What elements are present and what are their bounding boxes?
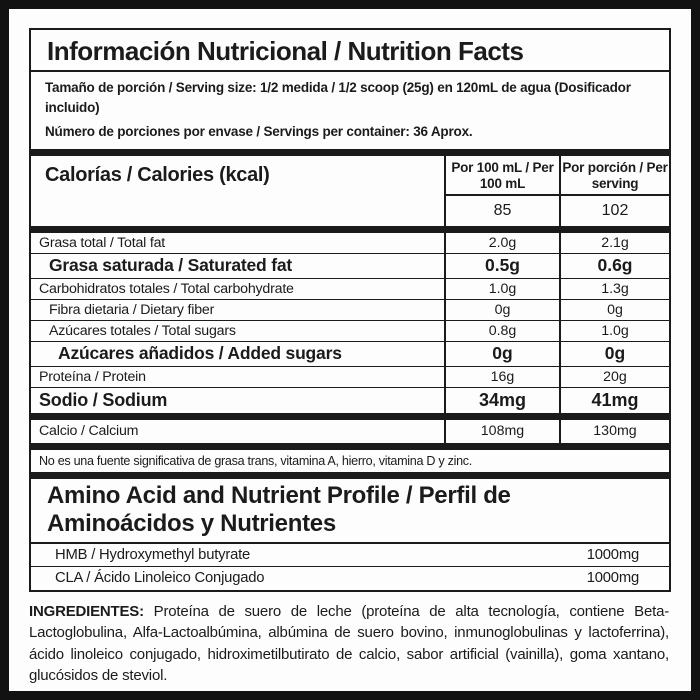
table-row-added-sugars: Azúcares añadidos / Added sugars 0g 0g: [31, 341, 669, 367]
table-row-total-carbohydrate: Carbohidratos totales / Total carbohydra…: [31, 278, 669, 300]
nutrient-label: Fibra dietaria / Dietary fiber: [49, 301, 215, 318]
amino-profile-title: Amino Acid and Nutrient Profile / Perfil…: [31, 479, 669, 544]
nutrient-per-100ml: 34mg: [444, 387, 559, 413]
table-row-protein: Proteína / Protein 16g 20g: [31, 366, 669, 388]
section-divider: [31, 442, 669, 450]
insignificant-source-footnote: No es una fuente significativa de grasa …: [39, 453, 472, 468]
section-divider: [31, 148, 669, 156]
label-content: Información Nutricional / Nutrition Fact…: [29, 28, 671, 687]
nutrient-per-serving: 20g: [559, 366, 669, 387]
serving-size-line: Tamaño de porción / Serving size: 1/2 me…: [45, 80, 631, 115]
calories-section: Calorías / Calories (kcal) Por 100 mL / …: [31, 155, 669, 226]
table-row-saturated-fat: Grasa saturada / Saturated fat 0.5g 0.6g: [31, 253, 669, 279]
table-row-hmb: HMB / Hydroxymethyl butyrate 1000mg: [31, 544, 669, 567]
nutrient-per-100ml: 2.0g: [444, 232, 559, 253]
ingredients-paragraph: INGREDIENTES: Proteína de suero de leche…: [29, 601, 669, 687]
ingredients-heading: INGREDIENTES:: [29, 602, 144, 620]
table-row-sodium: Sodio / Sodium 34mg 41mg: [31, 387, 669, 413]
nutrient-per-serving: 41mg: [559, 387, 669, 413]
amino-row-value: 1000mg: [586, 570, 639, 586]
table-row-total-fat: Grasa total / Total fat 2.0g 2.1g: [31, 232, 669, 254]
nutrient-label: Grasa total / Total fat: [39, 234, 166, 251]
calories-label: Calorías / Calories (kcal): [45, 163, 270, 186]
panel-title: Información Nutricional / Nutrition Fact…: [31, 30, 669, 72]
nutrient-per-100ml: 1.0g: [444, 278, 559, 299]
section-divider: [31, 412, 669, 420]
nutrient-per-serving: 1.3g: [559, 278, 669, 299]
nutrient-per-100ml: 0g: [444, 299, 559, 320]
nutrient-per-serving: 0g: [559, 299, 669, 320]
nutrition-facts-panel: Información Nutricional / Nutrition Fact…: [29, 28, 671, 592]
ingredients-text: Proteína de suero de leche (proteína de …: [29, 602, 670, 685]
nutrient-label: Proteína / Protein: [39, 368, 146, 385]
amino-row-label: HMB / Hydroxymethyl butyrate: [55, 546, 251, 563]
serving-info-block: Tamaño de porción / Serving size: 1/2 me…: [31, 72, 669, 149]
nutrient-per-100ml: 0.5g: [444, 253, 559, 278]
section-divider: [31, 471, 669, 479]
table-row-cla: CLA / Ácido Linoleico Conjugado 1000mg: [31, 567, 669, 590]
section-divider: [31, 225, 669, 233]
nutrient-per-serving: 0g: [559, 341, 669, 366]
nutrient-per-100ml: 108mg: [444, 419, 559, 443]
servings-per-container-line: Número de porciones por envase / Serving…: [45, 124, 473, 139]
amino-row-value: 1000mg: [586, 546, 639, 563]
nutrient-label: Calcio / Calcium: [39, 423, 139, 439]
table-row-total-sugars: Azúcares totales / Total sugars 0.8g 1.0…: [31, 320, 669, 342]
column-header-per-serving: Por porción / Per serving: [559, 155, 669, 196]
nutrient-per-100ml: 0.8g: [444, 320, 559, 341]
nutrient-label: Azúcares añadidos / Added sugars: [58, 343, 342, 363]
table-row-calcium: Calcio / Calcium 108mg 130mg: [31, 419, 669, 443]
nutrient-per-serving: 130mg: [559, 419, 669, 443]
table-row-dietary-fiber: Fibra dietaria / Dietary fiber 0g 0g: [31, 299, 669, 321]
nutrient-label: Carbohidratos totales / Total carbohydra…: [39, 280, 294, 297]
calories-per-serving-value: 102: [559, 195, 669, 226]
nutrient-per-serving: 2.1g: [559, 232, 669, 253]
calories-per-100ml-value: 85: [444, 195, 559, 226]
nutrient-table: Grasa total / Total fat 2.0g 2.1g Grasa …: [31, 232, 669, 413]
nutrient-per-serving: 0.6g: [559, 253, 669, 278]
nutrient-label: Azúcares totales / Total sugars: [49, 322, 236, 339]
column-header-per-100ml: Por 100 mL / Per 100 mL: [444, 155, 559, 196]
nutrient-per-100ml: 16g: [444, 366, 559, 387]
nutrient-label: Sodio / Sodium: [39, 389, 168, 410]
nutrient-per-100ml: 0g: [444, 341, 559, 366]
nutrient-label: Grasa saturada / Saturated fat: [49, 255, 292, 275]
nutrient-per-serving: 1.0g: [559, 320, 669, 341]
amino-row-label: CLA / Ácido Linoleico Conjugado: [55, 570, 265, 586]
